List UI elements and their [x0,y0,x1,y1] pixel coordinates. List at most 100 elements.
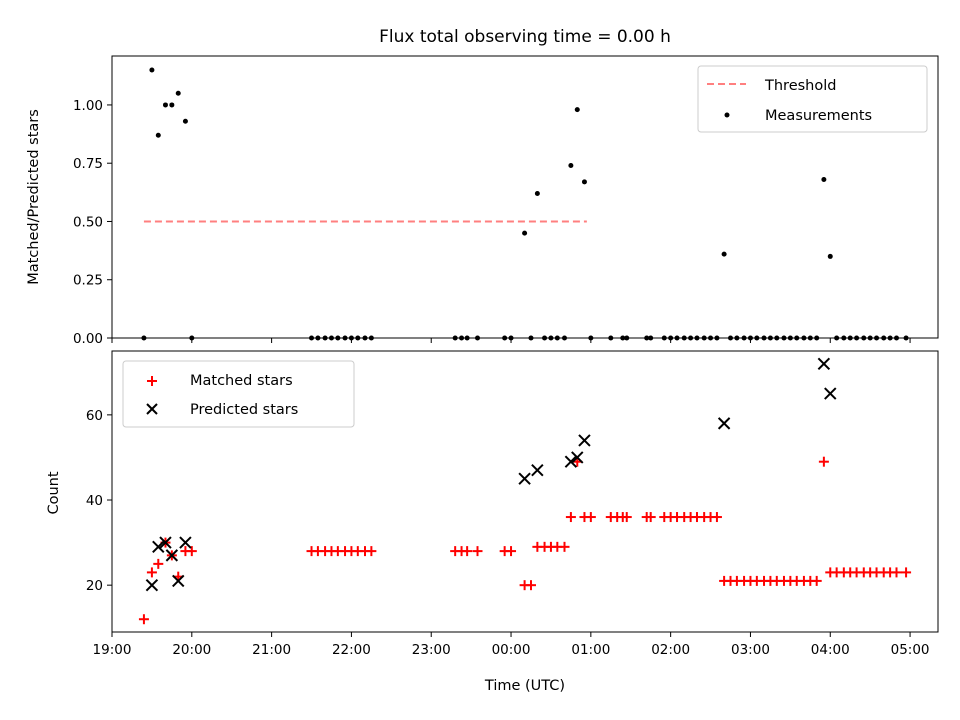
matched-star-point [146,567,157,578]
measurement-point [834,335,840,341]
predicted-star-point [152,540,165,554]
matched-star-point [811,575,822,586]
measurement-point [534,191,540,197]
measurement-point [342,335,348,341]
measurement-point [774,335,780,341]
matched-star-point [472,546,483,557]
threshold-legend-label: Threshold [764,78,836,94]
measurement-point [182,118,188,124]
matched-star-point [525,580,536,591]
predicted-star-point [824,387,837,400]
matched-star-point [901,567,912,578]
bottom-series [138,357,912,625]
matched-star-point [585,512,596,523]
x-axis-label: Time (UTC) [484,678,565,694]
measurement-point [568,163,574,169]
measurement-point [562,335,568,341]
measurement-point [708,335,714,341]
measurement-point [861,335,867,341]
measurement-point [574,107,580,113]
x-tick-label: 00:00 [492,642,531,658]
measurement-point [362,335,368,341]
measurement-point [741,335,747,341]
bottom-y-tick-label: 60 [86,408,103,424]
measurement-point [608,335,614,341]
measurement-point [674,335,680,341]
top-series [141,67,909,341]
predicted-star-point [531,464,544,477]
predicted-star-point [571,451,584,464]
bottom-x-ticks: 19:00 20:00 21:00 22:00 23:00 00:00 01:00 02:00… [93,632,930,658]
bottom-y-tick-label: 40 [86,493,103,509]
measurement-point [781,335,787,341]
bottom-y-tick-label: 20 [86,578,103,594]
measurement-point [322,335,328,341]
measurement-point [581,179,587,185]
top-legend: Threshold Measurements [697,65,928,133]
x-tick-label: 19:00 [93,642,132,658]
matched-star-point [462,546,473,557]
matched-star-point [153,558,164,569]
matched-star-point [818,456,829,467]
measurement-point [867,335,873,341]
measurement-point [801,335,807,341]
measurement-point [728,335,734,341]
measurement-point [821,177,827,183]
predicted-star-point [159,536,172,549]
measurements-legend-marker [724,112,730,118]
measurement-point [668,335,674,341]
predicted-star-point [717,417,731,430]
measurement-point [894,335,900,341]
x-tick-label: 03:00 [731,642,770,658]
measurement-point [694,335,700,341]
measurement-point [620,335,626,341]
measurement-point [169,102,175,108]
measurement-point [189,335,195,341]
predicted-star-point [145,578,159,592]
measurement-point [328,335,334,341]
measurement-point [827,253,833,259]
top-panel: Matched/Predicted stars 0.00 0.25 0.50 0.75… [26,55,939,347]
measurement-point [162,102,168,108]
predicted-star-point [179,536,192,549]
top-y-tick-label: 0.50 [73,214,103,230]
x-tick-label: 01:00 [571,642,610,658]
bottom-legend-box [122,360,355,428]
measurement-point [787,335,793,341]
x-tick-label: 05:00 [891,642,930,658]
measurement-point [874,335,880,341]
bottom-y-axis-label: Count [46,471,62,514]
measurements-legend-label: Measurements [765,108,872,124]
measurement-point [141,335,147,341]
measurement-point [887,335,893,341]
predicted-star-point [518,472,531,485]
measurement-point [175,90,181,96]
measurement-point [355,335,361,341]
measurement-point [754,335,760,341]
top-y-tick-label: 1.00 [73,98,103,114]
measurement-point [854,335,860,341]
matched-star-point [186,546,197,557]
matched-star-point [711,512,722,523]
matched-star-point [621,512,632,523]
top-y-tick-label: 0.00 [73,331,103,347]
bottom-legend: Matched stars Predicted stars [122,360,355,428]
chart-title: Flux total observing time = 0.00 h [379,27,671,47]
measurement-point [881,335,887,341]
measurement-point [155,132,161,138]
measurement-point [522,230,528,236]
measurement-point [847,335,853,341]
x-tick-label: 23:00 [412,642,451,658]
measurement-point [452,335,458,341]
top-legend-box [697,65,928,133]
matched-legend-marker [147,376,157,386]
predicted-star-point [172,574,185,588]
predicted-star-point [564,455,578,468]
x-tick-label: 22:00 [332,642,371,658]
matched-star-point [138,614,149,625]
measurement-point [794,335,800,341]
matched-star-point [506,546,517,557]
measurement-point [681,335,687,341]
top-y-tick-label: 0.25 [73,273,103,289]
